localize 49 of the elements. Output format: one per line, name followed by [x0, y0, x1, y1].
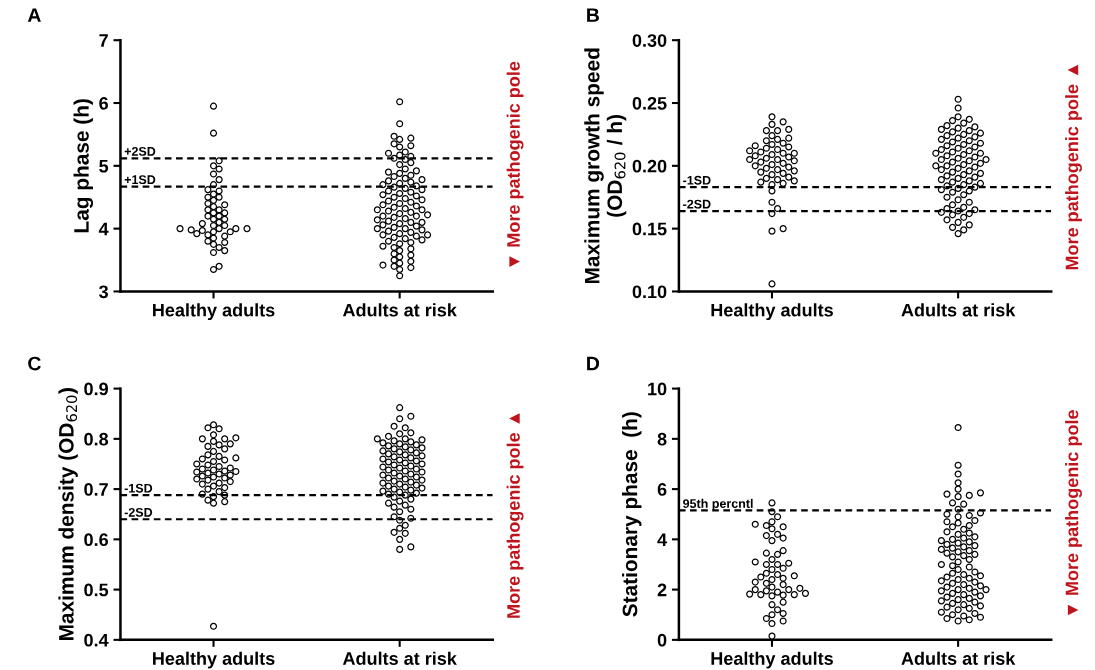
y-tick-label: 0.20	[632, 159, 667, 173]
x-tick-label: Adults at risk	[342, 303, 457, 317]
y-tick-label: 0.4	[84, 633, 109, 647]
y-tick-label: 4	[657, 533, 667, 546]
y-tick-label: 0.8	[84, 432, 109, 446]
y-tick-label: 0.15	[632, 222, 667, 236]
x-tick-label: Healthy adults	[711, 651, 833, 669]
y-tick-label: 0.10	[632, 285, 667, 299]
chart-title: D	[587, 356, 600, 371]
y-tick-label: 0.6	[84, 533, 108, 547]
y-tick-label: 0.9	[84, 382, 108, 396]
y-axis-title: Maximum density (OD$_{620}$)	[58, 388, 78, 641]
x-tick-label: Adults at risk	[901, 651, 1016, 665]
text: More pathogenic pole ▲	[506, 413, 524, 618]
y-tick-label: 6	[657, 483, 667, 496]
text: More pathogenic pole ▲	[1065, 64, 1082, 270]
text: ▼ More pathogenic pole	[1065, 410, 1082, 616]
ref-line-label: 95th percntl	[683, 498, 753, 511]
y-tick-label: 3	[99, 285, 108, 299]
y-axis-title: Maximum growth speed (OD$_{620}$ / h)	[584, 48, 627, 284]
ref-line-label: -2SD	[124, 507, 153, 517]
chart-title: A	[27, 8, 41, 22]
x-tick-label: Adults at risk	[901, 303, 1016, 317]
chart-title: B	[587, 8, 599, 22]
y-tick-label: 4	[98, 222, 109, 236]
y-axis-title: Stationary phase (h)	[622, 412, 642, 617]
x-tick-label: Adults at risk	[342, 651, 457, 665]
x-tick-label: Healthy adults	[711, 303, 833, 321]
ref-line-label: +1SD	[124, 175, 156, 185]
y-tick-label: 6	[99, 96, 108, 110]
y-tick-label: 0	[657, 633, 667, 647]
y-tick-label: 0.7	[84, 483, 108, 496]
y-tick-label: 10	[648, 382, 667, 396]
y-tick-label: 7	[99, 34, 108, 47]
x-tick-label: Healthy adults	[153, 651, 275, 669]
ref-line-label: -1SD	[683, 175, 711, 185]
y-tick-label: 8	[657, 432, 667, 446]
x-tick-label: Healthy adults	[153, 303, 275, 321]
y-tick-label: 5	[99, 159, 109, 173]
y-tick-label: 2	[657, 583, 667, 597]
text: ▼ More pathogenic pole	[506, 61, 524, 267]
ref-line-label: +2SD	[124, 146, 156, 156]
y-tick-label: 0.30	[632, 34, 667, 47]
y-tick-label: 0.5	[84, 583, 109, 597]
ref-line-label: -1SD	[124, 483, 153, 493]
ref-line-label: -2SD	[683, 199, 711, 209]
y-axis-title: Lag phase (h)	[73, 99, 94, 233]
chart-title: C	[28, 356, 41, 371]
y-tick-label: 0.25	[632, 96, 667, 110]
